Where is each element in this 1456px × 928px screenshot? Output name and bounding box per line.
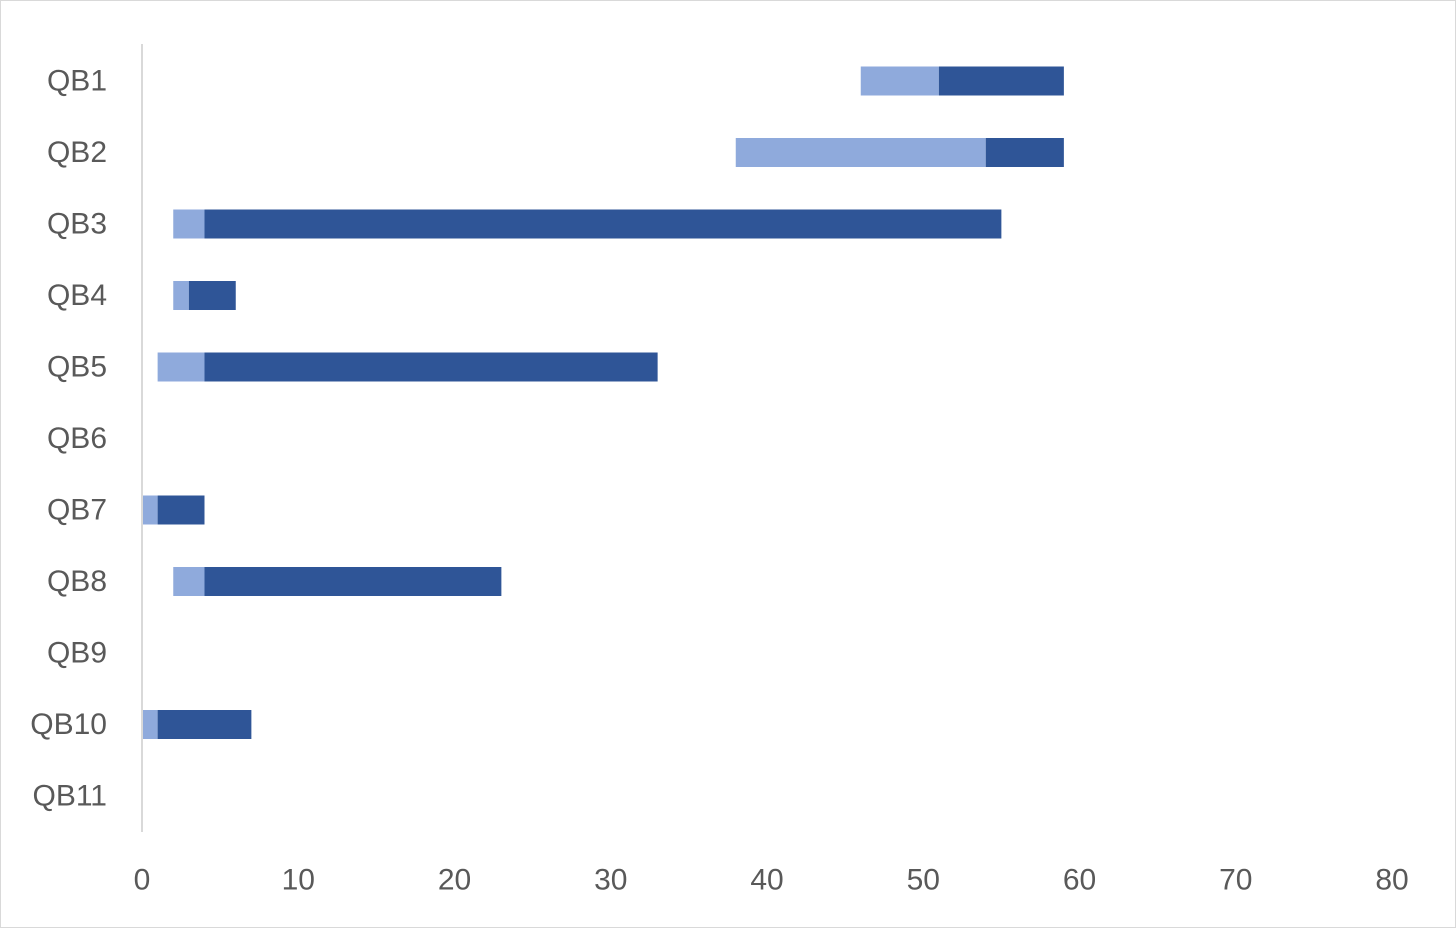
x-tick-label: 70 — [1219, 864, 1252, 897]
x-tick-label: 20 — [438, 864, 471, 897]
bar-segment-qb10-s2 — [157, 710, 252, 739]
bar-segment-qb1-s1 — [860, 66, 939, 96]
x-tick-label: 0 — [134, 864, 151, 897]
bar-segment-qb7-s1 — [142, 495, 158, 525]
y-tick-label: QB7 — [47, 494, 107, 527]
bar-segment-qb4-s2 — [188, 281, 236, 310]
x-tick-label: 10 — [282, 864, 315, 897]
bar-segment-qb5-s2 — [204, 352, 658, 382]
bar-segment-qb3-s2 — [204, 209, 1002, 239]
bars-layer — [142, 66, 1064, 739]
bar-segment-qb1-s2 — [938, 66, 1064, 96]
y-axis-labels: QB1 QB2 QB3 QB4 QB5 QB6 QB7 QB8 QB9 QB10 QB11 — [30, 65, 107, 813]
y-tick-label: QB8 — [47, 565, 107, 598]
bar-segment-qb4-s1 — [173, 281, 189, 310]
bar-segment-qb8-s1 — [173, 567, 205, 596]
y-tick-label: QB9 — [47, 637, 107, 670]
x-tick-label: 50 — [907, 864, 940, 897]
y-tick-label: QB1 — [47, 65, 107, 98]
x-tick-label: 80 — [1375, 864, 1408, 897]
x-tick-label: 60 — [1063, 864, 1096, 897]
bar-segment-qb2-s1 — [735, 138, 986, 167]
y-tick-label: QB11 — [33, 780, 108, 813]
bar-segment-qb5-s1 — [157, 352, 205, 382]
bar-segment-qb8-s2 — [204, 567, 502, 596]
y-tick-label: QB10 — [30, 708, 107, 741]
bar-segment-qb10-s1 — [142, 710, 158, 739]
y-tick-label: QB6 — [47, 422, 107, 455]
x-axis-labels: 0 10 20 30 40 50 60 70 80 — [134, 864, 1409, 897]
x-tick-label: 30 — [594, 864, 627, 897]
y-tick-label: QB4 — [47, 279, 107, 312]
bar-segment-qb7-s2 — [157, 495, 205, 525]
y-tick-label: QB5 — [47, 351, 107, 384]
x-tick-label: 40 — [750, 864, 783, 897]
bar-segment-qb3-s1 — [173, 209, 205, 239]
y-tick-label: QB2 — [47, 136, 107, 169]
y-tick-label: QB3 — [47, 208, 107, 241]
bar-segment-qb2-s2 — [985, 138, 1064, 167]
